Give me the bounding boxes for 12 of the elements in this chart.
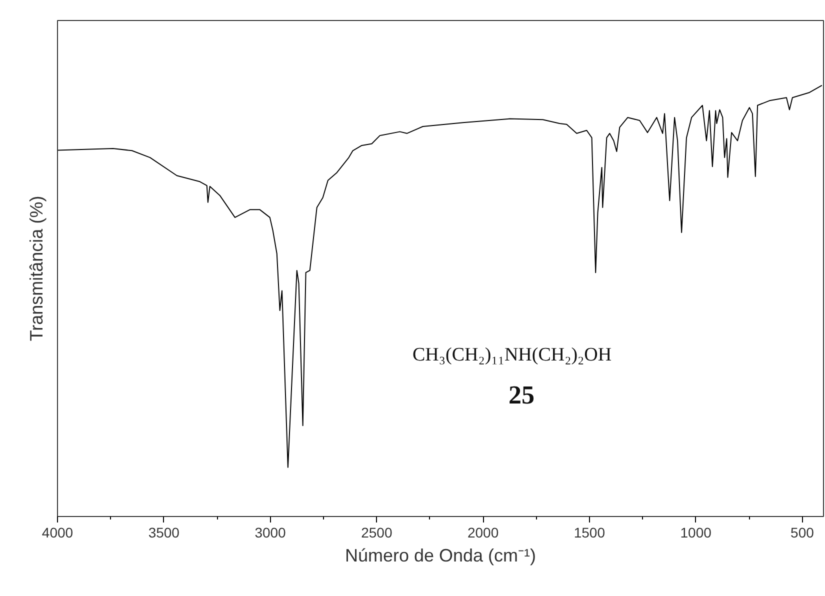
x-tick-label: 500 bbox=[790, 524, 814, 540]
x-tick-label: 1000 bbox=[680, 524, 712, 540]
y-axis-title: Transmitância (%) bbox=[26, 196, 46, 342]
annotation: 25 bbox=[508, 380, 534, 410]
x-tick-label: 3000 bbox=[254, 524, 286, 540]
x-axis-title: Número de Onda (cm⁻¹) bbox=[344, 546, 536, 566]
x-tick-label: 4000 bbox=[42, 524, 74, 540]
x-tick-label: 2500 bbox=[361, 524, 392, 540]
x-tick-label: 1500 bbox=[574, 524, 606, 540]
x-tick-label: 2000 bbox=[467, 524, 499, 540]
annotation: CH₃(CH₂)₁₁NH(CH₂)₂OH bbox=[412, 344, 612, 366]
x-tick-label: 3500 bbox=[148, 524, 180, 540]
